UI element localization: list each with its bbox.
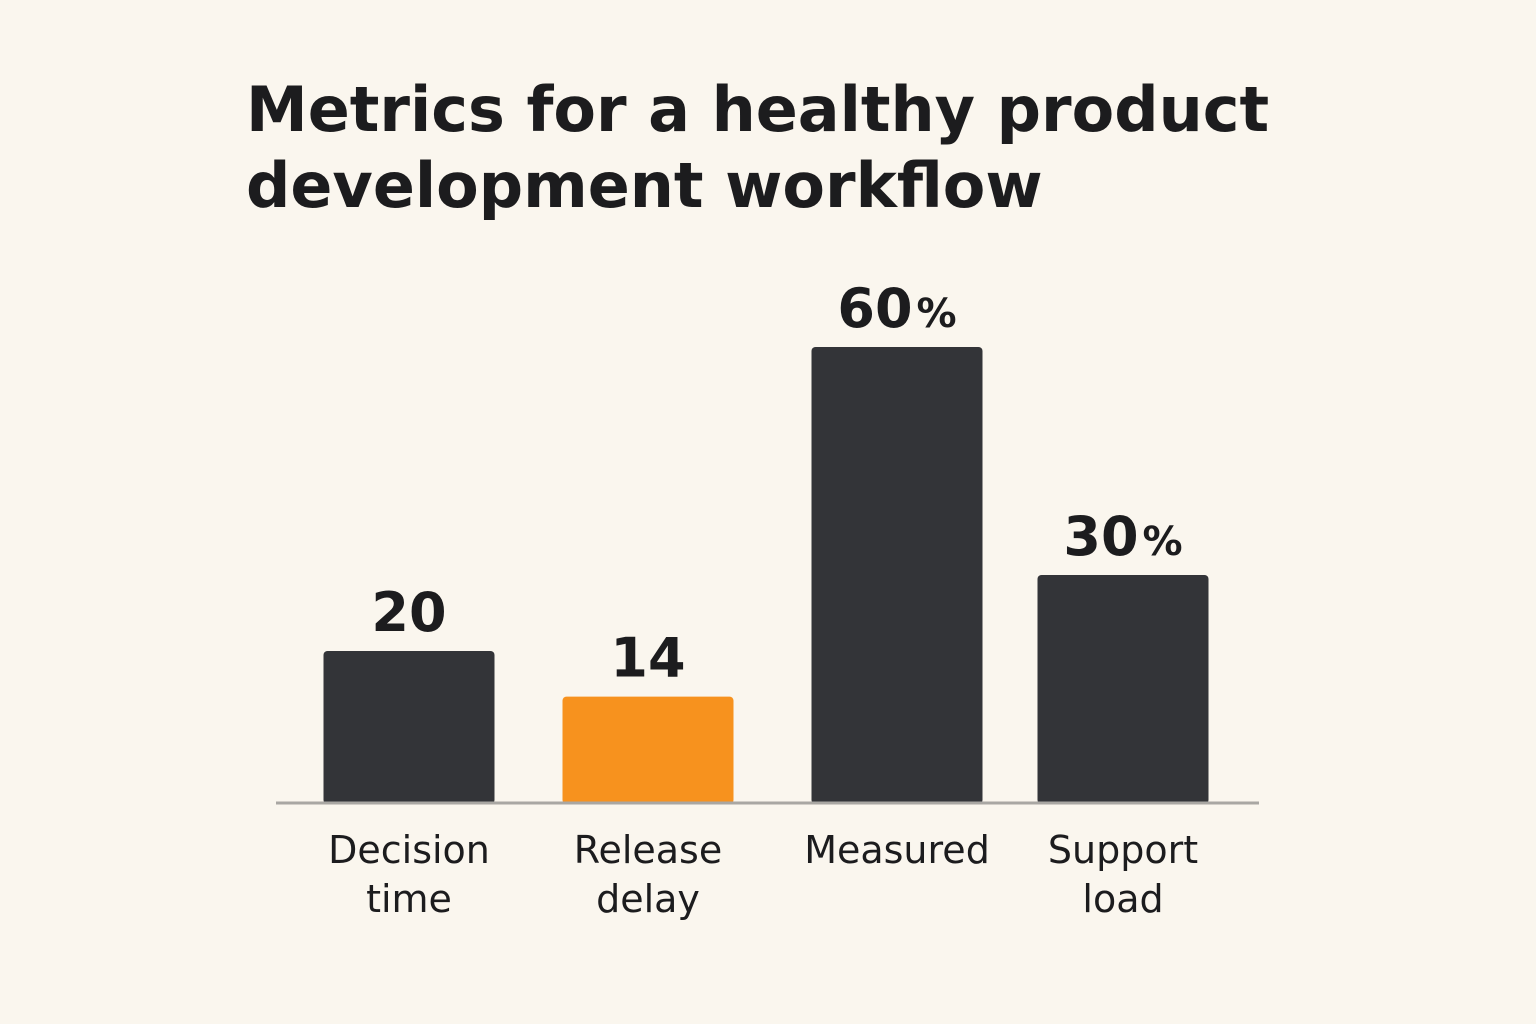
category-label-0-line-1: time xyxy=(366,877,452,921)
bar-1 xyxy=(562,696,734,804)
bar-0 xyxy=(323,651,495,804)
bar-3 xyxy=(1037,575,1209,804)
chart-title: Metrics for a healthy product developmen… xyxy=(246,72,1306,224)
category-label-1-line-0: Release xyxy=(574,828,722,872)
bar-2 xyxy=(811,347,983,804)
value-labels: 20 14 60 % 30% xyxy=(371,277,1182,690)
bars xyxy=(323,347,1209,804)
category-label-1-line-1: delay xyxy=(596,877,700,921)
value-label-3: 30% xyxy=(1063,505,1182,568)
chart-title-line-2: development workflow xyxy=(246,149,1043,222)
category-labels: Decision time Release delay Measured Support l… xyxy=(328,828,1198,921)
category-label-0-line-0: Decision xyxy=(328,828,490,872)
value-label-2: 60% xyxy=(837,277,956,340)
value-label-1: 14 xyxy=(610,627,685,690)
chart-title-line-1: Metrics for a healthy product xyxy=(246,73,1270,146)
category-label-3-line-1: load xyxy=(1082,877,1163,921)
category-label-2-line-0: Measured xyxy=(804,828,990,872)
category-label-3-line-0: Support xyxy=(1048,828,1198,872)
value-label-0: 20 xyxy=(371,581,446,644)
